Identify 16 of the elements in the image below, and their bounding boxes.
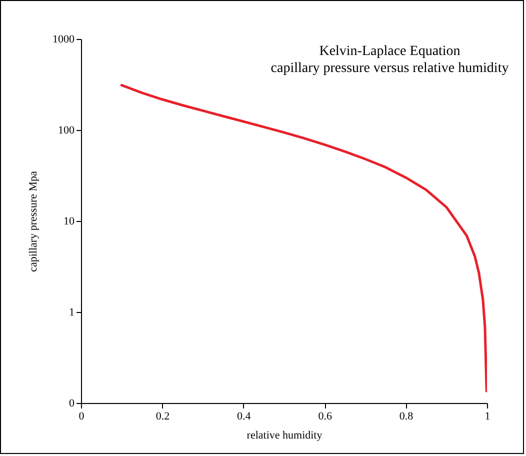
y-tick-label: 0: [69, 398, 75, 410]
x-axis-title: relative humidity: [246, 430, 323, 442]
x-tick-label: 0: [78, 410, 85, 422]
y-tick-label: 1: [69, 306, 74, 318]
x-tick-label: 0.2: [156, 410, 170, 422]
y-tick-label: 1000: [52, 34, 75, 46]
x-tick-label: 0.4: [237, 410, 252, 422]
x-tick-label: 0.6: [318, 410, 332, 422]
x-tick-label: 1: [484, 410, 490, 422]
x-tick-label: 0.8: [399, 410, 414, 422]
y-tick-label: 100: [58, 124, 75, 136]
y-axis-title: capillary pressure Mpa: [28, 170, 40, 272]
chart-title: Kelvin-Laplace Equation: [319, 44, 460, 59]
y-tick-label: 10: [64, 216, 75, 228]
text: capillary pressure versus relative humidity: [270, 61, 509, 76]
line-series: [120, 84, 487, 392]
